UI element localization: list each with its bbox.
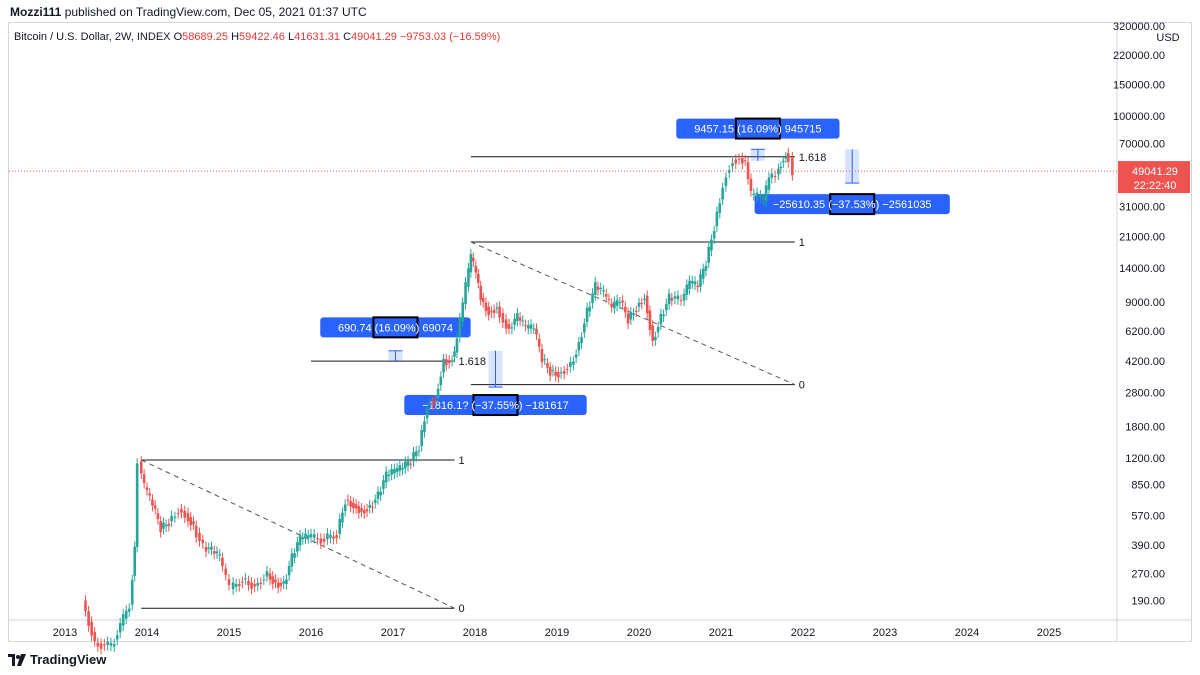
candle-body bbox=[99, 643, 103, 649]
footer-logo: TradingView bbox=[8, 652, 106, 667]
publish-header: Mozzi111 published on TradingView.com, D… bbox=[10, 5, 367, 19]
publish-info: published on TradingView.com, Dec 05, 20… bbox=[64, 5, 367, 19]
open-label: O bbox=[173, 31, 183, 43]
candle-body bbox=[96, 642, 100, 647]
symbol-legend: Bitcoin / U.S. Dollar, 2W, INDEX O58689.… bbox=[14, 31, 500, 43]
close-label: C bbox=[343, 31, 352, 43]
candle-body bbox=[112, 644, 116, 647]
open-value: 58689.25 bbox=[182, 31, 229, 43]
candle-body bbox=[106, 641, 109, 645]
symbol-title[interactable]: Bitcoin / U.S. Dollar, 2W, INDEX bbox=[14, 31, 171, 43]
close-value: 49041.29 bbox=[351, 31, 397, 43]
low-label: L bbox=[287, 31, 295, 43]
low-value: 41631.31 bbox=[294, 31, 340, 43]
high-label: H bbox=[231, 31, 240, 43]
tradingview-logo-icon bbox=[8, 653, 26, 666]
change-value: −9753.03 (−16.59%) bbox=[399, 31, 501, 43]
author-name[interactable]: Mozzi111 bbox=[10, 5, 62, 19]
candle-body bbox=[103, 644, 106, 646]
chart-frame[interactable] bbox=[8, 22, 1192, 642]
high-value: 59422.46 bbox=[239, 31, 285, 43]
footer-brand: TradingView bbox=[30, 652, 107, 667]
candle-body bbox=[109, 642, 113, 646]
